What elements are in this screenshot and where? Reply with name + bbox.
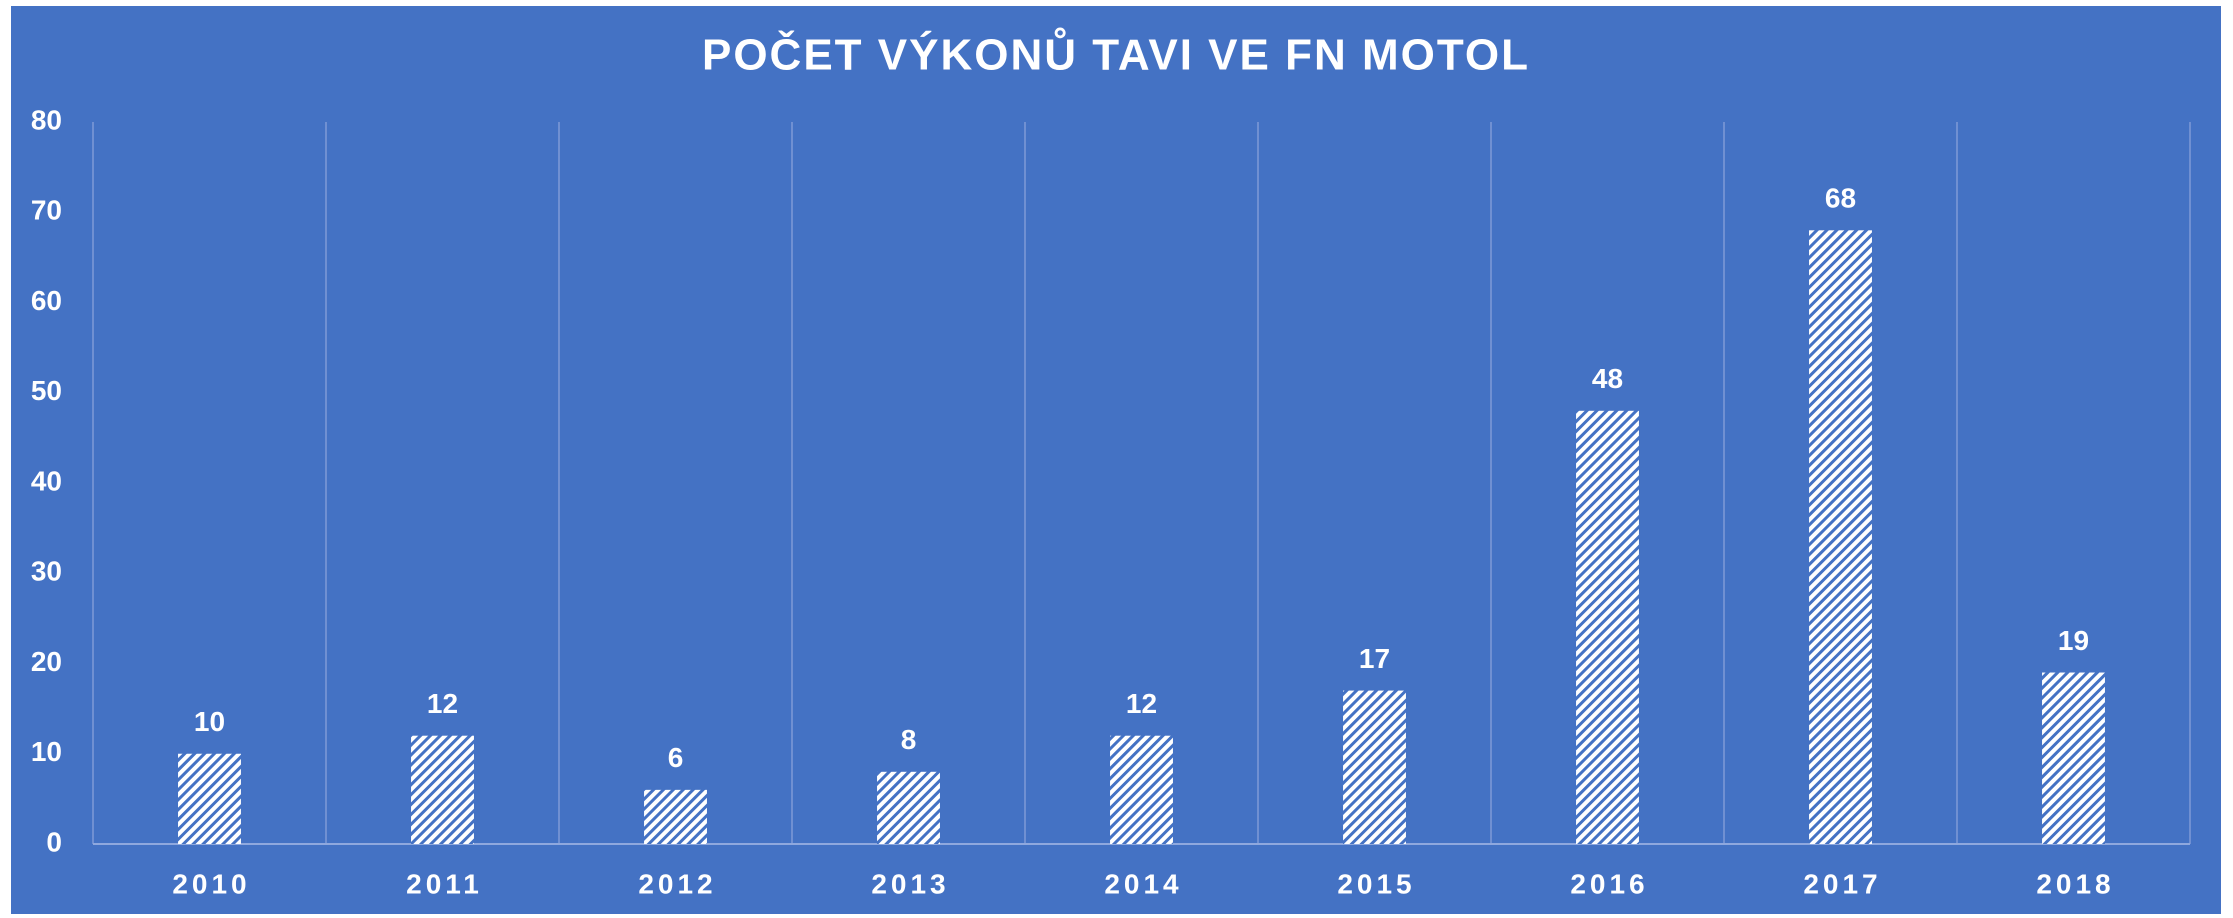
bar xyxy=(1343,690,1406,844)
bar xyxy=(178,753,241,844)
y-tick-label: 80 xyxy=(31,104,62,135)
x-tick-label: 2014 xyxy=(1104,868,1182,899)
x-tick-label: 2010 xyxy=(172,868,250,899)
value-label: 68 xyxy=(1825,183,1856,214)
y-tick-label: 0 xyxy=(46,826,62,857)
chart-title: POČET VÝKONŮ TAVI VE FN MOTOL xyxy=(702,26,1530,80)
value-label: 12 xyxy=(1126,688,1157,719)
value-label: 19 xyxy=(2058,625,2089,656)
y-tick-label: 20 xyxy=(31,646,62,677)
y-tick-label: 10 xyxy=(31,736,62,767)
x-tick-label: 2016 xyxy=(1570,868,1648,899)
value-label: 48 xyxy=(1592,363,1623,394)
x-tick-label: 2011 xyxy=(406,868,483,899)
bar xyxy=(1576,410,1639,844)
value-label: 6 xyxy=(668,742,684,773)
y-tick-label: 60 xyxy=(31,285,62,316)
bar xyxy=(411,735,474,844)
bar xyxy=(1110,735,1173,844)
value-label: 17 xyxy=(1359,643,1390,674)
x-tick-label: 2012 xyxy=(638,868,716,899)
x-tick-label: 2017 xyxy=(1803,868,1881,899)
y-tick-label: 50 xyxy=(31,375,62,406)
y-tick-label: 40 xyxy=(31,465,62,496)
x-tick-label: 2013 xyxy=(871,868,949,899)
value-label: 10 xyxy=(194,706,225,737)
y-tick-label: 30 xyxy=(31,556,62,587)
bar xyxy=(2042,672,2105,844)
value-label: 8 xyxy=(901,724,917,755)
x-tick-label: 2015 xyxy=(1337,868,1415,899)
bar xyxy=(1809,230,1872,845)
bar xyxy=(644,789,707,844)
x-tick-label: 2018 xyxy=(2036,868,2114,899)
y-tick-label: 70 xyxy=(31,195,62,226)
value-label: 12 xyxy=(427,688,458,719)
bar xyxy=(877,771,940,844)
